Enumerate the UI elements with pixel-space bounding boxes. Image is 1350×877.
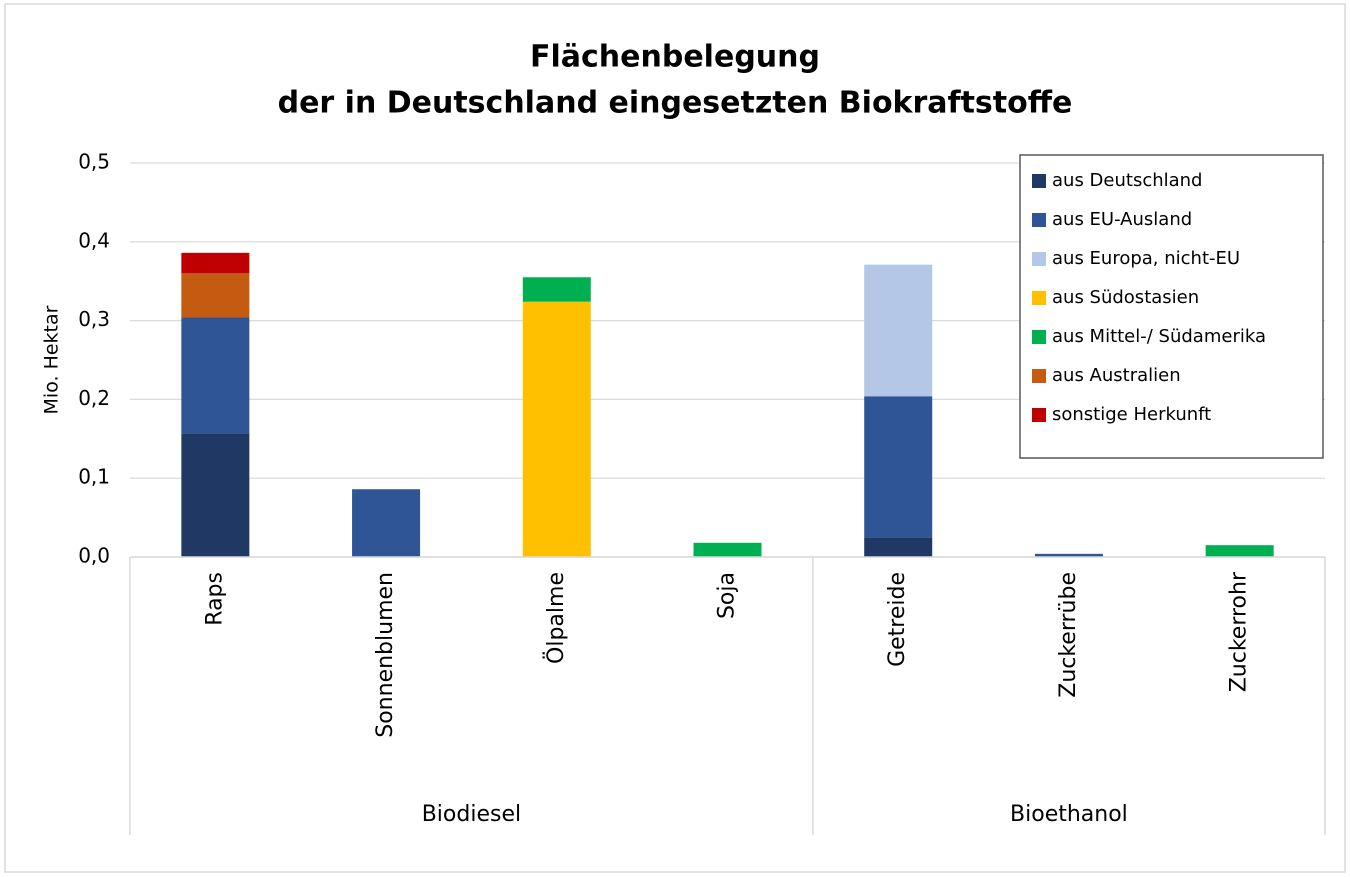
x-tick-label: Sonnenblumen	[373, 572, 398, 738]
group-label: Bioethanol	[1010, 802, 1128, 827]
y-tick-label: 0,2	[78, 386, 110, 410]
y-tick-label: 0,4	[78, 228, 110, 252]
bar-segment	[522, 277, 591, 302]
y-tick-label: 0,3	[78, 307, 110, 331]
bar-segment	[181, 433, 250, 557]
bar-segment	[181, 317, 250, 434]
chart-title: der in Deutschland eingesetzten Biokraft…	[278, 86, 1073, 121]
legend-swatch	[1032, 174, 1046, 188]
bar-segment	[864, 264, 933, 397]
x-tick-label: Soja	[715, 572, 740, 619]
bar-segment	[352, 489, 421, 557]
bar-segment	[864, 396, 933, 538]
y-tick-label: 0,1	[78, 465, 110, 489]
legend-swatch	[1032, 408, 1046, 422]
legend-label: aus Mittel-/ Südamerika	[1052, 326, 1266, 347]
bar-segment	[693, 542, 762, 557]
y-axis-label: Mio. Hektar	[41, 305, 63, 414]
chart-title: Flächenbelegung	[530, 40, 820, 75]
legend-box	[1019, 154, 1324, 459]
legend-swatch	[1032, 330, 1046, 344]
legend-swatch	[1032, 213, 1046, 227]
legend-swatch	[1032, 252, 1046, 266]
legend-label: aus Australien	[1052, 365, 1181, 386]
bar-segment	[522, 301, 591, 557]
legend-swatch	[1032, 369, 1046, 383]
bar-segment	[181, 273, 250, 318]
x-tick-label: Ölpalme	[543, 572, 569, 664]
bar-segment	[181, 252, 250, 274]
legend-label: sonstige Herkunft	[1052, 404, 1211, 425]
y-tick-label: 0,0	[78, 544, 110, 568]
group-label: Biodiesel	[422, 802, 521, 827]
legend-swatch	[1032, 291, 1046, 305]
legend-label: aus Europa, nicht-EU	[1052, 248, 1240, 269]
x-tick-label: Raps	[202, 572, 227, 626]
x-tick-label: Zuckerrübe	[1056, 572, 1081, 698]
x-tick-label: Getreide	[885, 572, 910, 667]
x-tick-label: Zuckerrohr	[1227, 571, 1252, 692]
y-tick-label: 0,5	[78, 150, 110, 174]
bar-segment	[1034, 553, 1103, 557]
legend-label: aus Südostasien	[1052, 287, 1199, 308]
legend-label: aus EU-Ausland	[1052, 209, 1192, 230]
legend-label: aus Deutschland	[1052, 170, 1203, 191]
bar-segment	[864, 537, 933, 557]
bar-segment	[1205, 545, 1274, 557]
